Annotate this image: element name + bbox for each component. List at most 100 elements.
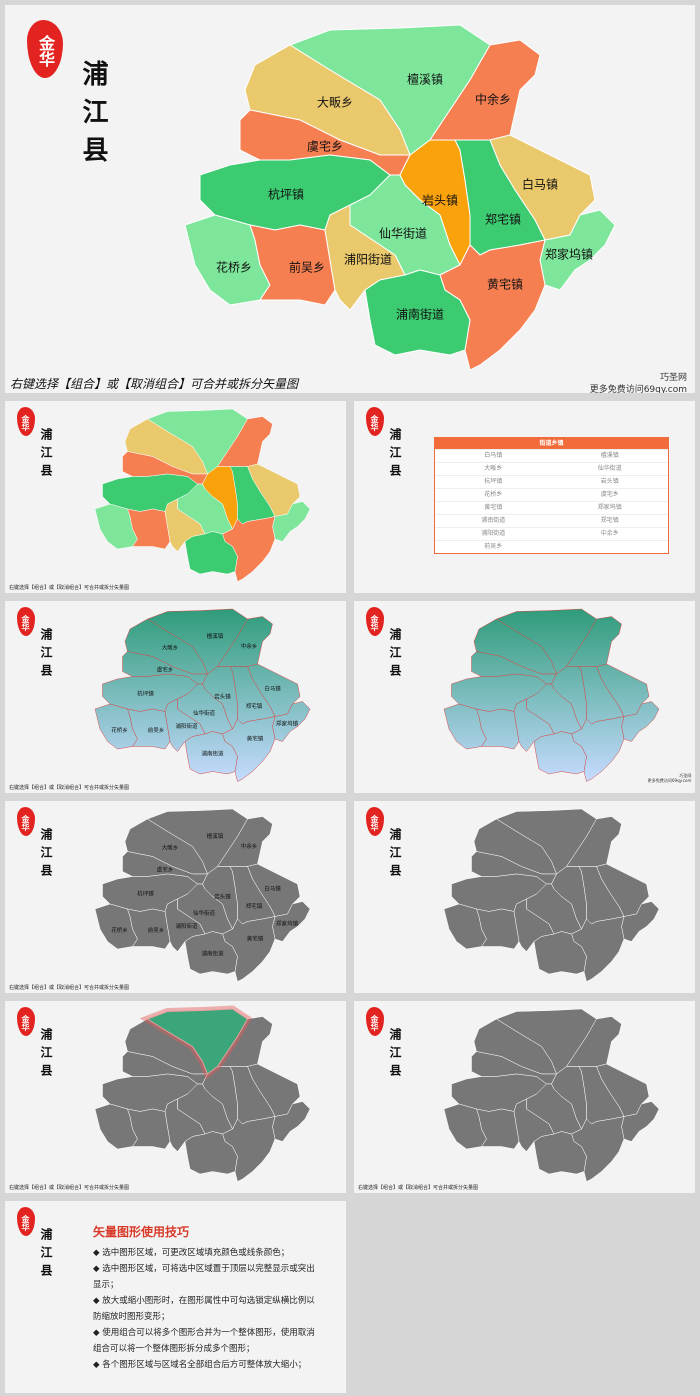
watermark: 巧圣网 — [679, 773, 692, 778]
region — [533, 731, 587, 775]
tip: 使用组合可以将多个图形合并为一个整体图形，使用取消组合可以将一个整体图形拆分成多… — [93, 1325, 315, 1357]
slide: 檀溪镇 大畈乡 中余乡 虞宅乡 白马镇 杭坪镇 岩头镇 郑宅镇 仙华街道 郑家坞镇 花桥乡 前吴乡 浦阳… — [5, 801, 346, 993]
region-label: 浦阳街道 — [344, 253, 392, 267]
logo: 金华 — [366, 1007, 384, 1036]
region-label: 浦南街道 — [201, 950, 224, 958]
region-label: 檀溪镇 — [207, 832, 224, 840]
region-label: 中余乡 — [241, 842, 258, 850]
region — [476, 1108, 520, 1150]
region-label: 郑家坞镇 — [545, 247, 593, 262]
map-title: 浦江县 — [39, 428, 53, 482]
region-label: 虞宅乡 — [307, 139, 343, 154]
region-label: 前吴乡 — [289, 260, 325, 275]
slide: 金华 浦江县右键选择【组合】或【取消组合】可合并或拆分矢量图 — [5, 1001, 346, 1193]
region-label: 白马镇 — [522, 177, 558, 192]
table-row: 前吴乡 — [435, 540, 668, 553]
table-row: 花桥乡 虞宅乡 — [435, 488, 668, 501]
region-label: 大畈乡 — [162, 644, 179, 652]
table-cell: 杭坪镇 — [484, 478, 503, 485]
caption: 右键选择【组合】或【取消组合】可合并或拆分矢量图 — [9, 1185, 130, 1191]
region-label: 仙华街道 — [193, 909, 216, 917]
region — [127, 708, 171, 750]
region — [127, 508, 171, 550]
map-group — [94, 408, 311, 582]
map-group — [443, 1008, 660, 1182]
region-label: 浦阳街道 — [175, 922, 198, 930]
table-cell: 岩头镇 — [600, 478, 619, 485]
map-group — [94, 1005, 311, 1182]
map-group — [443, 608, 660, 782]
tips-list: 选中图形区域，可更改区域填充颜色或线条颜色；选中图形区域，可将选中区域置于顶层以… — [93, 1245, 315, 1373]
region-label: 白马镇 — [264, 685, 281, 693]
region-label: 前吴乡 — [148, 926, 165, 934]
region-label: 大畈乡 — [162, 844, 179, 852]
region-label: 檀溪镇 — [207, 632, 224, 640]
region-label: 郑宅镇 — [246, 702, 263, 710]
table-cell: 郑宅镇 — [600, 517, 619, 524]
logo: 金华 — [27, 20, 63, 78]
map-title: 浦江县 — [78, 60, 108, 174]
table-header: 街道乡镇 — [435, 438, 668, 449]
table-cell: 檀溪镇 — [600, 452, 619, 459]
region — [364, 269, 471, 356]
table-cell: 白马镇 — [484, 452, 503, 459]
map-title: 浦江县 — [388, 428, 402, 482]
tip: 选中图形区域，可将选中区域置于顶层以完整显示或突出显示； — [93, 1261, 315, 1293]
region-label: 黄宅镇 — [247, 935, 264, 943]
region — [249, 224, 336, 306]
slide: 檀溪镇 大畈乡 中余乡 虞宅乡 白马镇 杭坪镇 岩头镇 郑宅镇 仙华街道 郑家坞镇 花桥乡 前吴乡 浦阳… — [5, 601, 346, 793]
caption: 右键选择【组合】或【取消组合】可合并或拆分矢量图 — [10, 377, 299, 391]
map-title: 浦江县 — [39, 828, 53, 882]
region — [184, 1131, 238, 1175]
region-label: 白马镇 — [264, 885, 281, 893]
region-label: 黄宅镇 — [487, 277, 523, 292]
region — [184, 531, 238, 575]
tip: 各个图形区域与区域名全部组合后方可整体放大缩小； — [93, 1357, 315, 1373]
region-label: 郑宅镇 — [485, 212, 521, 227]
map-title: 浦江县 — [39, 1228, 53, 1282]
region-label: 花桥乡 — [111, 926, 128, 934]
tips-title: 矢量图形使用技巧 — [93, 1225, 190, 1239]
table-cell: 中余乡 — [600, 530, 619, 537]
table-cell: 黄宅镇 — [484, 504, 503, 511]
region-label: 郑家坞镇 — [276, 920, 299, 928]
map — [94, 408, 311, 582]
caption: 右键选择【组合】或【取消组合】可合并或拆分矢量图 — [9, 785, 130, 791]
region-label: 仙华街道 — [379, 227, 427, 241]
table-row: 杭坪镇 岩头镇 — [435, 475, 668, 488]
region-label: 前吴乡 — [148, 726, 165, 734]
logo: 金华 — [17, 1207, 35, 1236]
region-label: 杭坪镇 — [137, 890, 154, 898]
table-row: 大畈乡 仙华街道 — [435, 462, 668, 475]
map-title: 浦江县 — [388, 828, 402, 882]
region-label: 浦南街道 — [396, 307, 444, 322]
region — [184, 931, 238, 975]
logo: 金华 — [17, 607, 35, 636]
logo: 金华 — [366, 407, 384, 436]
caption: 右键选择【组合】或【取消组合】可合并或拆分矢量图 — [358, 1185, 479, 1191]
table-cell: 虞宅乡 — [600, 491, 619, 498]
slide: 金华 浦江县 巧圣网 更多免费访问69qy.com — [354, 601, 695, 793]
table-row: 浦南街道 郑宅镇 — [435, 514, 668, 527]
watermark: 更多免费访问69qy.com — [589, 385, 687, 393]
map — [443, 808, 660, 982]
map-title: 浦江县 — [39, 1028, 53, 1082]
map-group — [443, 808, 660, 982]
tip: 放大或缩小图形时，在图形属性中可勾选锁定纵横比例以防缩放时图形变形； — [93, 1293, 315, 1325]
map — [443, 1008, 660, 1182]
logo: 金华 — [17, 807, 35, 836]
slide: 金华 浦江县 — [354, 801, 695, 993]
caption: 右键选择【组合】或【取消组合】可合并或拆分矢量图 — [9, 985, 130, 991]
table-cell: 郑家坞镇 — [597, 504, 622, 511]
logo: 金华 — [17, 407, 35, 436]
region-label: 黄宅镇 — [247, 735, 264, 743]
table-row: 浦阳街道 中余乡 — [435, 527, 668, 540]
logo: 金华 — [17, 1007, 35, 1036]
map-title: 浦江县 — [388, 1028, 402, 1082]
watermark: 巧圣网 — [659, 373, 687, 383]
